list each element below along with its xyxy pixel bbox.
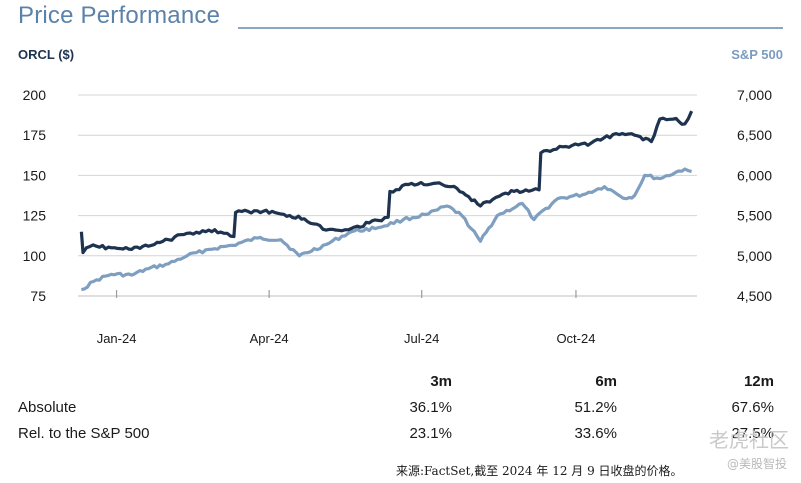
sp500-line bbox=[81, 167, 692, 292]
left-tick-label: 150 bbox=[23, 167, 47, 183]
table-header-blank bbox=[18, 368, 292, 394]
chart-right-axis: 7,000 6,500 6,000 5,500 5,000 4,500 bbox=[737, 87, 772, 304]
cell-value: 36.1% bbox=[409, 398, 452, 416]
cell-value: 33.6% bbox=[574, 424, 617, 442]
row-label-absolute: Absolute bbox=[18, 398, 77, 416]
page-title: Price Performance bbox=[18, 2, 221, 29]
table-header-12m: 12m bbox=[743, 372, 774, 390]
left-tick-label: 175 bbox=[23, 127, 47, 143]
x-tick-label: Oct-24 bbox=[556, 331, 595, 346]
left-tick-label: 200 bbox=[23, 87, 47, 103]
right-tick-label: 7,000 bbox=[737, 87, 772, 103]
x-tick-label: Jul-24 bbox=[404, 331, 439, 346]
title-rule bbox=[238, 27, 783, 29]
right-tick-label: 4,500 bbox=[737, 288, 772, 304]
x-tick-label: Jan-24 bbox=[97, 331, 137, 346]
chart-left-axis: 200 175 150 125 100 75 bbox=[23, 87, 47, 304]
right-axis-label: S&P 500 bbox=[731, 47, 783, 62]
x-tick-label: Apr-24 bbox=[250, 331, 289, 346]
right-tick-label: 6,500 bbox=[737, 127, 772, 143]
table-header-6m: 6m bbox=[595, 372, 617, 390]
price-performance-chart: Jan-24 Apr-24 Jul-24 Oct-24 200 175 150 125 100… bbox=[18, 47, 783, 346]
cell-value: 51.2% bbox=[574, 398, 617, 416]
table-row: Rel. to the S&P 500 23.1% 33.6% 27.5% bbox=[18, 420, 774, 446]
source-note: 来源:FactSet,截至 2024 年 12 月 9 日收盘的价格。 bbox=[396, 464, 683, 478]
cell-value: 67.6% bbox=[731, 398, 774, 416]
row-label-relative: Rel. to the S&P 500 bbox=[18, 424, 150, 442]
orcl-line bbox=[79, 110, 694, 255]
chart-series bbox=[79, 110, 694, 292]
right-tick-label: 5,000 bbox=[737, 248, 772, 264]
right-tick-label: 6,000 bbox=[737, 167, 772, 183]
left-tick-label: 75 bbox=[30, 288, 46, 304]
table-header-3m: 3m bbox=[430, 372, 452, 390]
watermark-handle: @美股智投 bbox=[726, 457, 787, 471]
chart-x-axis: Jan-24 Apr-24 Jul-24 Oct-24 bbox=[78, 290, 697, 346]
watermark-text: 老虎社区 bbox=[709, 428, 789, 452]
chart-gridlines bbox=[78, 94, 697, 257]
table-header-row: 3m 6m 12m bbox=[18, 368, 774, 394]
right-tick-label: 5,500 bbox=[737, 208, 772, 224]
performance-table: 3m 6m 12m Absolute 36.1% 51.2% 67.6% Rel… bbox=[18, 368, 774, 446]
cell-value: 27.5% bbox=[731, 424, 774, 442]
left-tick-label: 100 bbox=[23, 248, 47, 264]
table-row: Absolute 36.1% 51.2% 67.6% bbox=[18, 394, 774, 420]
left-axis-label: ORCL ($) bbox=[18, 47, 74, 62]
left-tick-label: 125 bbox=[23, 208, 47, 224]
cell-value: 23.1% bbox=[409, 424, 452, 442]
